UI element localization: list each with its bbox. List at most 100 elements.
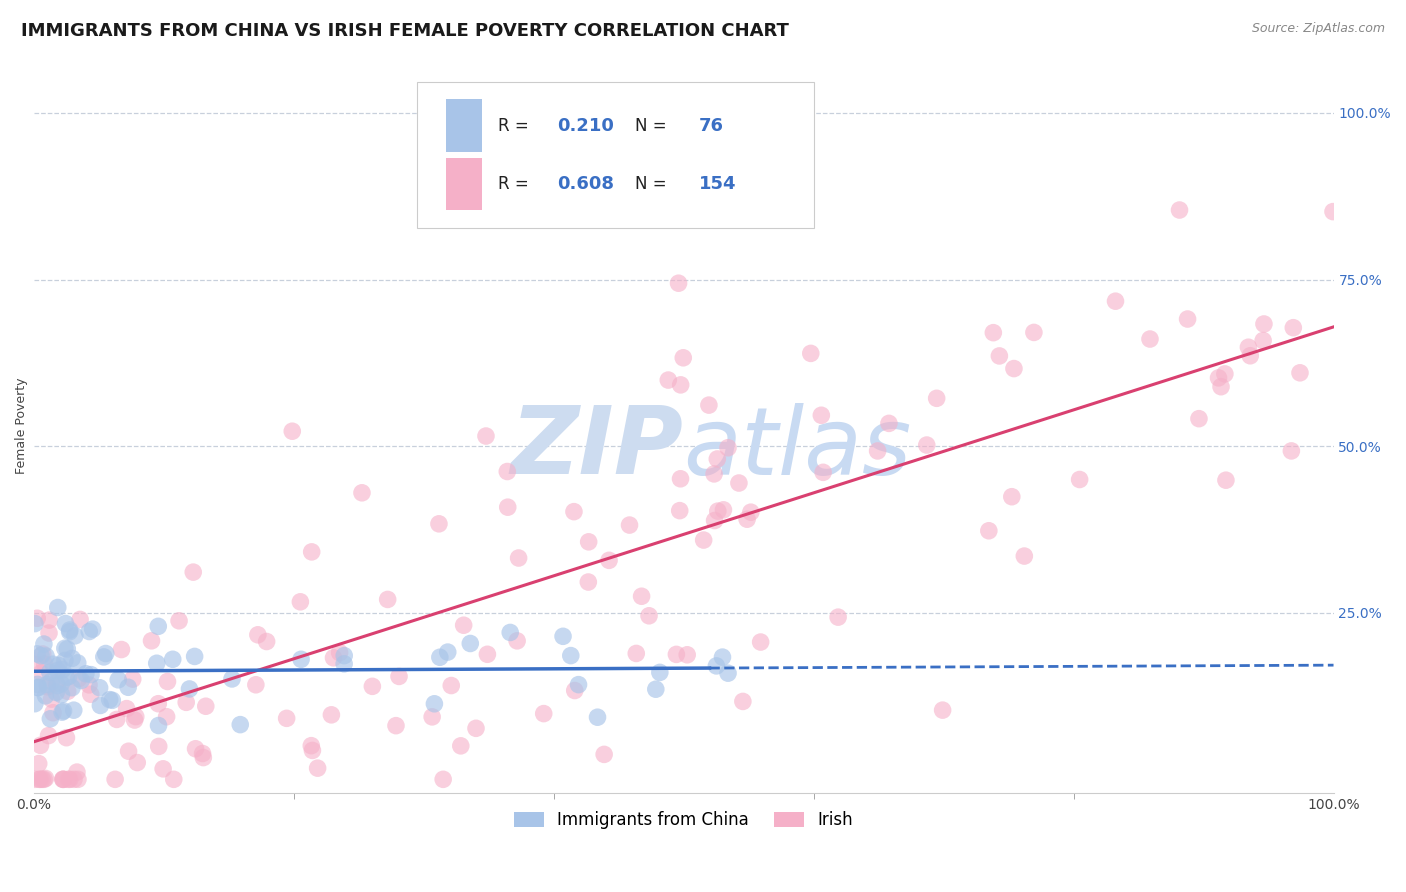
Point (735, 512, 758, 526)
Point (148, 697, 170, 711)
Point (59, 623, 82, 637)
Point (125, 709, 148, 723)
Point (35, 648, 58, 663)
Point (877, 417, 900, 431)
Point (988, 349, 1011, 363)
Point (672, 351, 695, 365)
Point (1213, 367, 1236, 381)
Point (42, 657, 65, 672)
Point (644, 682, 666, 697)
Point (1237, 340, 1260, 354)
Point (281, 424, 304, 438)
Text: N =: N = (636, 117, 672, 135)
Point (329, 646, 352, 660)
Point (77, 624, 100, 639)
Y-axis label: Female Poverty: Female Poverty (15, 378, 28, 475)
Point (1069, 473, 1091, 487)
Point (458, 636, 481, 650)
Point (420, 710, 443, 724)
Point (38, 665, 60, 680)
Point (1322, 204, 1344, 219)
Point (1239, 349, 1261, 363)
Point (551, 629, 574, 643)
Point (499, 625, 522, 640)
Point (30, 739, 52, 753)
Point (94, 647, 117, 661)
Point (28, 772, 51, 787)
Point (586, 710, 609, 724)
Point (436, 645, 458, 659)
Point (665, 648, 688, 662)
FancyBboxPatch shape (418, 81, 814, 228)
Point (117, 744, 139, 758)
Point (34, 657, 56, 671)
Point (89, 698, 111, 713)
Point (728, 476, 751, 491)
Point (717, 666, 740, 681)
Point (124, 713, 146, 727)
Point (156, 710, 179, 724)
Point (800, 346, 823, 360)
Point (183, 649, 205, 664)
Point (191, 747, 214, 761)
Point (60, 651, 83, 665)
Point (62, 703, 84, 717)
Point (184, 741, 207, 756)
Point (915, 438, 938, 452)
Point (711, 650, 734, 665)
Point (152, 762, 174, 776)
Point (977, 524, 1000, 538)
Text: N =: N = (636, 175, 672, 193)
Point (256, 634, 278, 648)
Point (669, 472, 692, 486)
Point (53, 653, 76, 667)
Point (578, 534, 600, 549)
Point (290, 595, 312, 609)
Point (333, 657, 356, 671)
Point (27, 681, 49, 695)
Point (866, 444, 889, 458)
Point (24, 657, 46, 672)
Point (385, 719, 408, 733)
Point (41, 692, 63, 706)
Point (301, 545, 323, 559)
Point (576, 574, 599, 589)
Point (229, 717, 252, 731)
Text: ZIP: ZIP (510, 402, 683, 494)
Point (749, 635, 772, 649)
Point (630, 589, 652, 603)
Point (174, 695, 197, 709)
Point (1209, 380, 1232, 394)
Point (350, 485, 373, 500)
Point (1208, 371, 1230, 385)
Point (37, 677, 59, 691)
Point (477, 648, 499, 662)
Point (1022, 326, 1045, 340)
Point (75, 666, 97, 681)
Point (692, 533, 714, 547)
Point (1282, 320, 1305, 334)
Point (676, 648, 699, 662)
Point (162, 652, 184, 666)
Point (246, 628, 269, 642)
Point (194, 699, 217, 714)
Point (55, 670, 77, 684)
Point (740, 505, 762, 519)
Point (31, 772, 53, 787)
Point (89, 681, 111, 695)
Point (38, 729, 60, 743)
Point (1168, 202, 1191, 217)
Point (38, 613, 60, 627)
Point (63, 772, 86, 787)
Text: 0.210: 0.210 (557, 117, 614, 135)
Point (63, 629, 86, 643)
Point (107, 673, 129, 687)
Point (25, 647, 48, 661)
Point (496, 465, 519, 479)
Point (46, 679, 69, 693)
Point (105, 713, 128, 727)
Point (60, 681, 83, 695)
Point (56, 642, 79, 657)
Point (626, 647, 648, 661)
Point (34, 772, 56, 786)
